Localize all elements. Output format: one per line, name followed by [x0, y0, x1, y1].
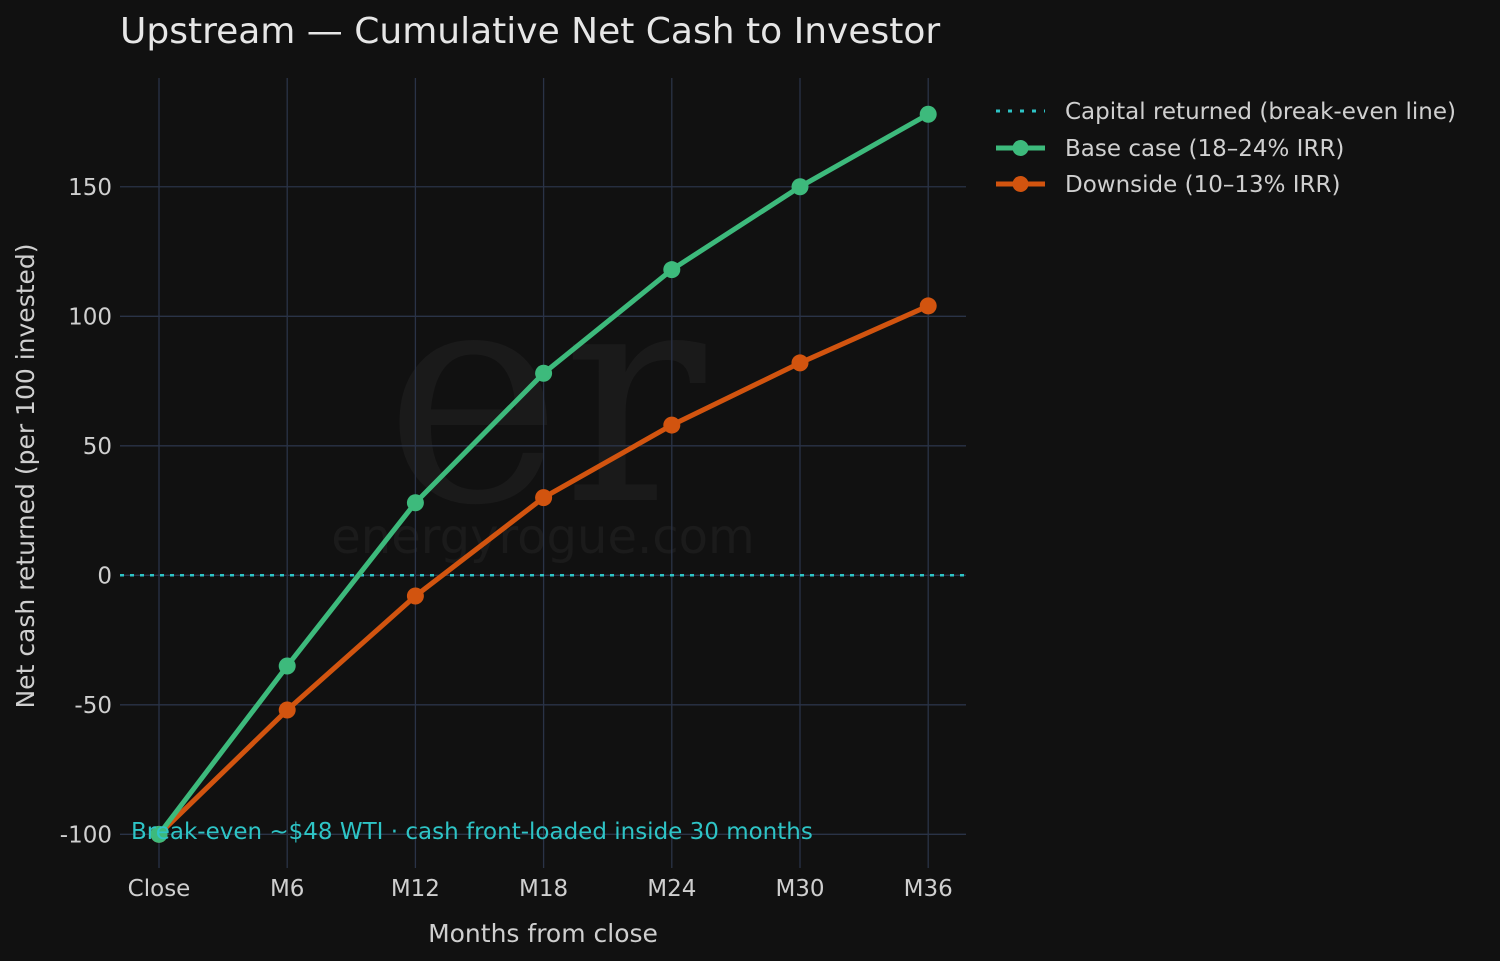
- y-tick-label: 0: [97, 563, 112, 589]
- x-axis-ticks: Close M6 M12 M18 M24 M30 M36: [128, 876, 953, 902]
- y-tick-label: 50: [83, 434, 112, 460]
- x-tick-label: M12: [391, 876, 440, 902]
- series-point: [663, 416, 681, 434]
- y-tick-label: 150: [68, 175, 112, 201]
- legend-label: Base case (18–24% IRR): [1065, 136, 1344, 162]
- legend-label: Downside (10–13% IRR): [1065, 172, 1341, 198]
- chart-title: Upstream — Cumulative Net Cash to Invest…: [120, 11, 940, 52]
- y-tick-label: -100: [60, 822, 112, 848]
- series-lines: [150, 105, 937, 843]
- x-axis-label: Months from close: [428, 919, 658, 948]
- x-tick-label: Close: [128, 876, 191, 902]
- series-point: [406, 494, 424, 512]
- legend-swatch-marker: [1012, 176, 1029, 192]
- x-tick-label: M36: [904, 876, 953, 902]
- series-point: [535, 489, 553, 507]
- y-tick-label: -50: [74, 693, 112, 719]
- series-0: [150, 105, 937, 843]
- series-point: [535, 364, 553, 382]
- series-point: [406, 587, 424, 605]
- y-tick-label: 100: [68, 304, 112, 330]
- x-tick-label: M24: [647, 876, 696, 902]
- series-point: [919, 297, 937, 315]
- y-axis-ticks: -100 -50 0 50 100 150: [60, 175, 112, 849]
- series-point: [663, 261, 681, 279]
- series-point: [791, 354, 809, 372]
- legend-swatch-marker: [1012, 140, 1029, 156]
- break-even-annotation: Break-even ~$48 WTI · cash front-loaded …: [131, 819, 813, 845]
- legend: Capital returned (break-even line) Base c…: [996, 99, 1456, 198]
- x-tick-label: M18: [519, 876, 568, 902]
- x-tick-label: M30: [775, 876, 824, 902]
- series-point: [278, 657, 296, 675]
- series-point: [791, 178, 809, 196]
- watermark-mark: er: [385, 222, 708, 571]
- series-point: [150, 825, 168, 843]
- series-point: [919, 105, 937, 123]
- series-point: [278, 701, 296, 719]
- grid-lines: [120, 78, 966, 868]
- x-tick-label: M6: [270, 876, 304, 902]
- y-axis-label: Net cash returned (per 100 invested): [11, 243, 40, 708]
- legend-label: Capital returned (break-even line): [1065, 99, 1456, 125]
